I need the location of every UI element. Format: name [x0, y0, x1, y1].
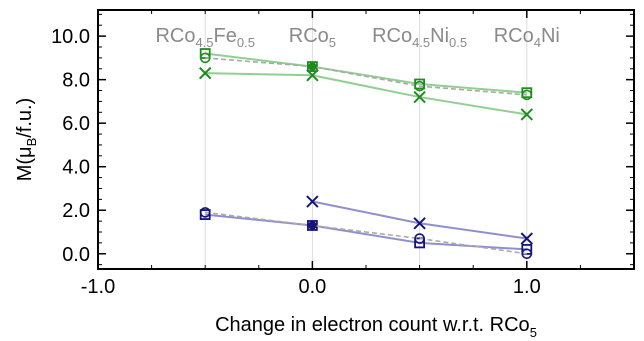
- y-tick-label: 10.0: [51, 26, 90, 48]
- x-axis-title: Change in electron count w.r.t. RCo5: [215, 314, 537, 340]
- series-line: [205, 73, 527, 114]
- y-tick-label: 6.0: [62, 113, 90, 135]
- y-tick-label: 2.0: [62, 200, 90, 222]
- series-line: [205, 212, 527, 253]
- circle-marker: [309, 222, 316, 229]
- y-tick-label: 4.0: [62, 157, 90, 179]
- y-axis-title-prefix: M(: [14, 158, 36, 182]
- series-layer: [200, 49, 533, 258]
- plot-frame: [98, 10, 634, 269]
- circle-marker: [309, 63, 316, 70]
- y-tick-label: 8.0: [62, 70, 90, 92]
- x-axis-title-main: Change in electron count w.r.t. RCo: [215, 314, 530, 336]
- y-axis-title: M(μB/f.u.): [14, 98, 39, 182]
- y-tick-label: 0.0: [62, 244, 90, 266]
- composition-label: RCo5: [289, 25, 336, 50]
- x-tick-label: 1.0: [513, 276, 541, 298]
- y-axis-title-mu: μ: [14, 146, 36, 158]
- y-axis-title-sub: B: [24, 138, 39, 147]
- composition-label: RCo4Ni: [494, 25, 560, 50]
- y-axis-title-suffix: /f.u.): [14, 98, 36, 138]
- axes: -1.0 0.0 1.0 0.0 2.0 4.0 6.0 8.0 10.0: [51, 10, 634, 298]
- x-tick-label: 0.0: [298, 276, 326, 298]
- composition-labels: RCo4.5Fe0.5 RCo5 RCo4.5Ni0.5 RCo4Ni: [155, 25, 559, 50]
- x-axis-title-sub: 5: [530, 325, 537, 340]
- x-tick-label: -1.0: [81, 276, 115, 298]
